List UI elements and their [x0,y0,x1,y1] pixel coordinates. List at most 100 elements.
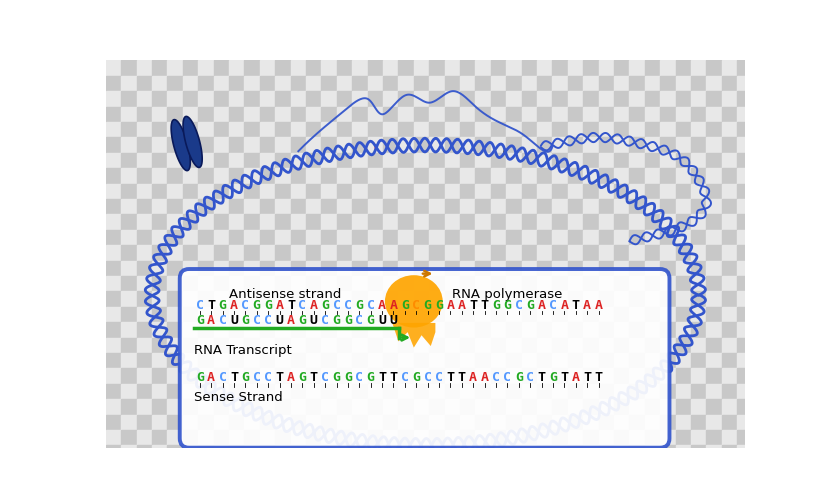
Bar [429,184,445,199]
Bar [645,91,660,107]
Text: U: U [378,314,386,327]
Bar [537,245,553,261]
Bar [152,307,168,322]
Bar [629,430,645,445]
Text: T: T [458,371,466,384]
Bar [398,107,414,122]
Bar [460,122,476,137]
Bar [706,384,722,399]
Bar [737,414,753,430]
Bar [260,245,276,261]
Bar [137,430,152,445]
Bar [706,107,722,122]
Bar [276,368,290,384]
Bar [506,430,521,445]
Bar [276,168,290,184]
Bar [506,184,521,199]
Bar [152,137,168,153]
Bar [429,214,445,230]
Bar [660,153,676,168]
Bar [244,60,260,76]
Bar [276,353,290,368]
Bar [306,168,321,184]
Bar [352,307,368,322]
Bar [106,137,121,153]
Bar [229,445,244,461]
Bar [506,307,521,322]
Bar [276,307,290,322]
Bar [306,122,321,137]
Bar [445,322,460,338]
Bar [229,122,244,137]
Bar [414,399,429,414]
Bar [506,353,521,368]
Bar [383,384,398,399]
Bar [121,261,137,276]
Bar [476,261,491,276]
Text: G: G [298,314,306,327]
Bar [645,430,660,445]
Bar [183,91,198,107]
Bar [521,168,537,184]
Bar [445,137,460,153]
Bar [137,107,152,122]
Bar [276,137,290,153]
Bar [660,430,676,445]
Bar [352,276,368,291]
Bar [276,430,290,445]
Bar [629,368,645,384]
Bar [337,91,352,107]
Bar [213,184,229,199]
Bar [722,322,737,338]
Bar [121,307,137,322]
Bar [691,384,706,399]
Text: T: T [572,299,580,312]
Bar [244,245,260,261]
Bar [583,137,598,153]
Bar [337,168,352,184]
Bar [614,353,629,368]
Bar [290,153,306,168]
Text: C: C [242,299,249,312]
Bar [537,107,553,122]
Bar [213,307,229,322]
Bar [691,91,706,107]
Bar [491,399,506,414]
Bar [583,338,598,353]
Bar [429,168,445,184]
Bar [660,338,676,353]
Bar [106,276,121,291]
Bar [568,168,583,184]
Bar [676,60,691,76]
Bar [598,445,614,461]
Bar [137,214,152,230]
Bar [276,276,290,291]
Bar [676,245,691,261]
Bar [676,76,691,91]
Bar [306,245,321,261]
Bar [213,414,229,430]
Text: T: T [583,371,591,384]
Bar [553,137,568,153]
Bar [429,107,445,122]
Bar [244,368,260,384]
Bar [368,322,383,338]
Bar [198,76,213,91]
Bar [429,122,445,137]
Bar [321,291,337,307]
Bar [645,245,660,261]
Bar [414,353,429,368]
Bar [491,338,506,353]
Bar [476,353,491,368]
Bar [691,60,706,76]
Bar [553,368,568,384]
Bar [398,60,414,76]
Bar [183,184,198,199]
Bar [568,368,583,384]
Bar [306,153,321,168]
Bar [306,261,321,276]
Bar [198,368,213,384]
Bar [614,322,629,338]
Bar [152,107,168,122]
Bar [229,291,244,307]
